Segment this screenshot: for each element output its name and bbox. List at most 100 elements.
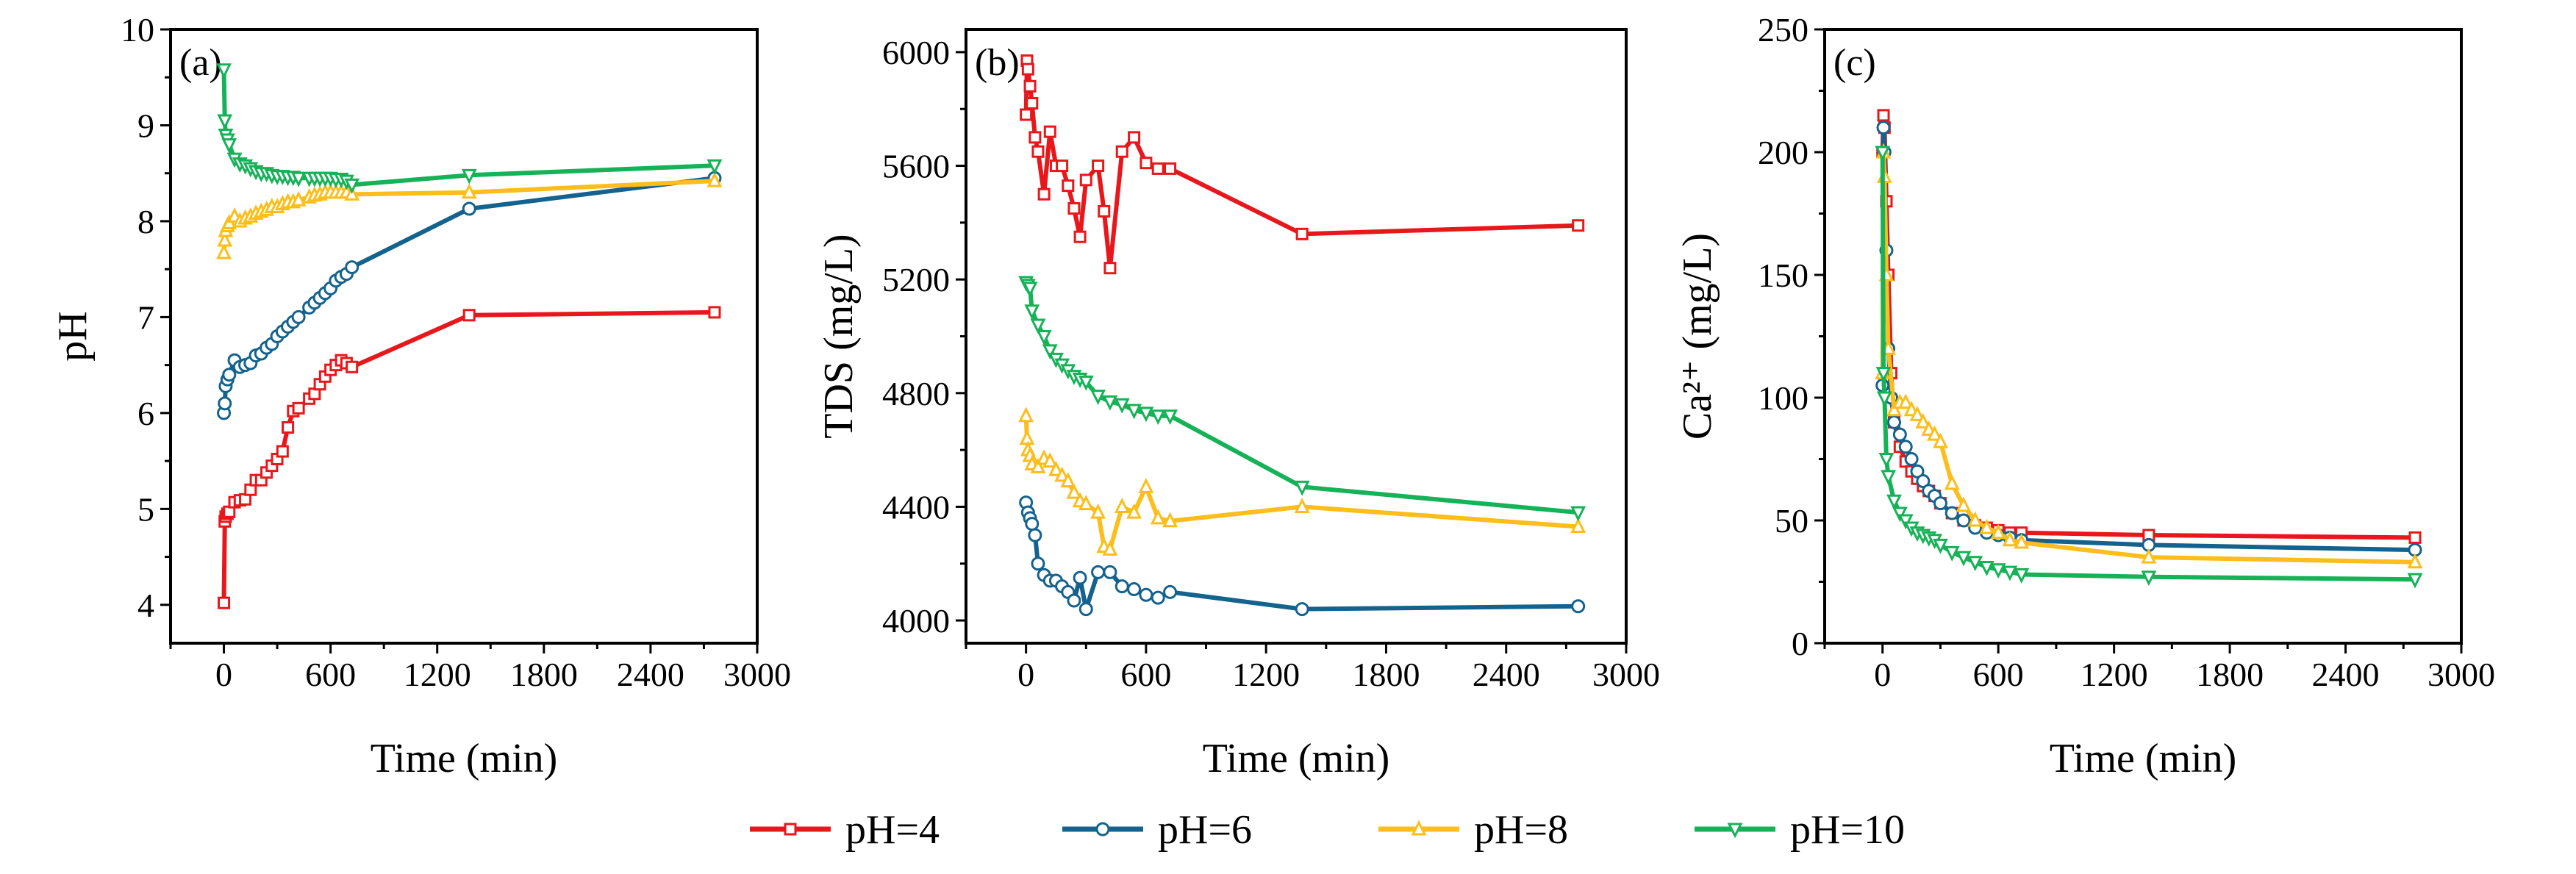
data-point [1904, 452, 1919, 466]
data-point [1103, 262, 1117, 275]
data-point [1090, 390, 1106, 406]
data-point [1967, 511, 1983, 527]
data-point [1933, 432, 1948, 448]
panel-a-chart: 0 600 1200 1800 2400 3000 4 5 6 7 8 9 10 Time (min) pH… [50, 11, 791, 781]
series-ph-8 [216, 171, 723, 259]
data-point [1115, 579, 1129, 594]
x-tick-label: 2400 [617, 656, 684, 693]
panel-label: (a) [179, 42, 222, 84]
data-point [1881, 470, 1897, 486]
x-tick-label: 2400 [2312, 656, 2380, 693]
data-point [1570, 506, 1586, 522]
x-tick-label: 1200 [1232, 656, 1300, 693]
data-point [1150, 409, 1166, 426]
data-point [1967, 556, 1983, 572]
data-point [1910, 464, 1925, 479]
legend-marker [784, 823, 797, 836]
panel-b-chart: 0 600 1200 1800 2400 3000 4000 4400 4800 5200 5600… [816, 28, 1660, 781]
y-tick-label: 4000 [882, 602, 950, 640]
legend-item: pH=10 [1695, 807, 1905, 853]
data-point [1042, 344, 1058, 360]
legend-label: pH=4 [845, 807, 940, 853]
x-axis-label: Time (min) [371, 736, 558, 781]
y-tick-label: 0 [1792, 625, 1808, 662]
data-point [1294, 498, 1310, 513]
x-tick-label: 1800 [510, 656, 578, 693]
series-ph-10 [1018, 276, 1586, 522]
y-tick-label: 5 [137, 490, 154, 528]
data-point [1979, 518, 1994, 534]
data-point [1162, 409, 1178, 426]
data-point [1933, 538, 1948, 554]
data-point [1163, 584, 1178, 599]
data-point [1892, 506, 1908, 523]
x-tick-label: 3000 [1592, 656, 1660, 693]
y-tick-label: 5600 [882, 148, 950, 185]
legend-label: pH=6 [1158, 807, 1252, 853]
y-tick-label: 9 [137, 107, 154, 144]
data-point [1066, 483, 1082, 499]
data-point [2141, 570, 2157, 587]
data-point [1079, 173, 1092, 187]
data-point [282, 420, 295, 434]
data-point [1138, 478, 1154, 493]
series-ph-8 [1018, 406, 1586, 556]
data-point [1078, 602, 1093, 617]
data-point [1944, 545, 1960, 562]
data-point [1092, 160, 1105, 173]
data-point [1031, 556, 1045, 571]
series-line [1880, 125, 2416, 553]
x-tick-label: 600 [305, 656, 356, 693]
data-point [1019, 429, 1035, 445]
legend-item: pH=6 [1062, 807, 1252, 853]
data-point [1127, 582, 1142, 597]
data-point [1056, 160, 1069, 173]
data-point [1877, 109, 1890, 122]
legend-marker [1411, 820, 1427, 836]
data-point [2407, 553, 2423, 569]
data-point [461, 183, 477, 199]
x-tick-label: 3000 [2427, 656, 2495, 693]
x-tick-label: 600 [1973, 656, 2024, 693]
data-point [1979, 560, 1994, 576]
series-ph-10 [1875, 146, 2423, 589]
data-point [1956, 496, 1972, 512]
data-point [1875, 146, 1891, 162]
data-point [1020, 108, 1033, 121]
data-point [1090, 503, 1106, 519]
data-point [1878, 453, 1895, 468]
x-tick-label: 1200 [2081, 656, 2148, 693]
panel-c-chart: 0 600 1200 1800 2400 3000 0 50 100 150 200 250 Time … [1675, 11, 2495, 781]
data-point [292, 401, 305, 415]
data-point [1897, 393, 1914, 409]
data-point [1024, 304, 1040, 320]
data-point [1036, 330, 1052, 345]
data-point [1062, 179, 1075, 193]
data-point [1944, 506, 1959, 520]
data-point [1021, 62, 1034, 76]
data-point [2014, 533, 2030, 549]
data-point [1151, 590, 1165, 605]
data-point [1162, 512, 1178, 528]
series-line [1023, 501, 1578, 612]
data-point [1102, 395, 1118, 411]
y-tick-label: 200 [1758, 134, 1808, 171]
data-point [276, 445, 289, 458]
data-point [1915, 413, 1931, 429]
data-point [1897, 514, 1914, 530]
data-point [1875, 367, 1892, 382]
x-tick-label: 0 [1874, 656, 1891, 693]
legend-item: pH=4 [750, 807, 940, 853]
data-point [221, 138, 237, 154]
data-point [1037, 187, 1051, 201]
data-point [706, 159, 723, 175]
data-point [345, 260, 359, 275]
data-point [1043, 125, 1056, 138]
data-point [1956, 513, 1971, 528]
data-point [1030, 457, 1046, 473]
data-point [1990, 563, 2006, 579]
data-point [1073, 230, 1087, 243]
data-point [1073, 570, 1087, 585]
data-point [1139, 587, 1153, 602]
data-point [2141, 548, 2157, 564]
